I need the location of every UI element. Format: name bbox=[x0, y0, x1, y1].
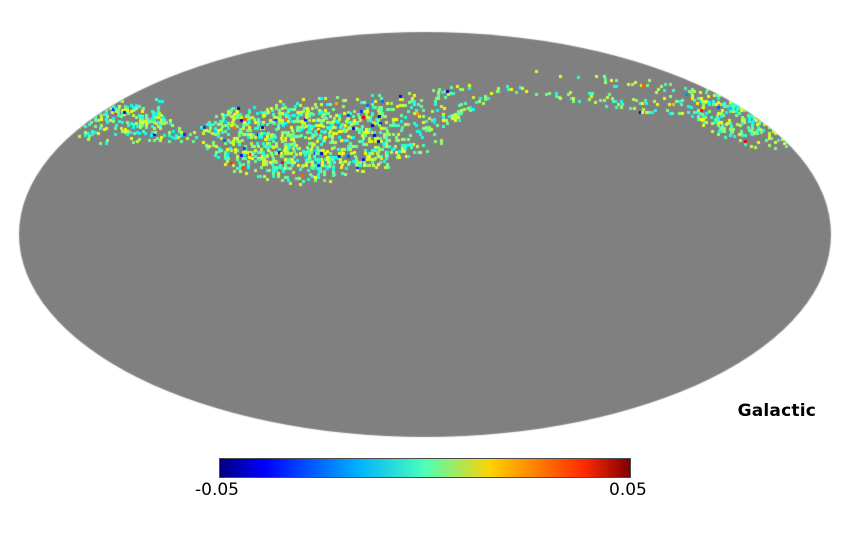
colorbar-gradient bbox=[219, 458, 631, 478]
colorbar-max-tick-label: 0.05 bbox=[609, 480, 647, 500]
colorbar-min-tick-label: -0.05 bbox=[195, 480, 239, 500]
colorbar bbox=[219, 458, 631, 478]
coordinate-system-label: Galactic bbox=[737, 401, 816, 421]
